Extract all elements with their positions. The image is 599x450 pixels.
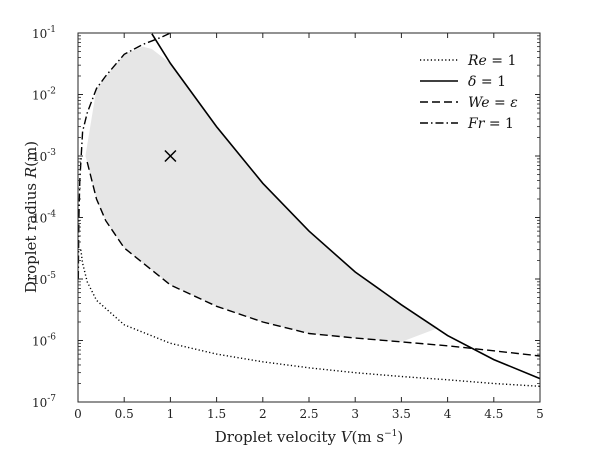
x-tick-label: 3 — [351, 407, 359, 421]
legend-label: δ = 1 — [468, 74, 506, 90]
marker-layer — [164, 149, 177, 163]
x-tick-label: 4 — [444, 407, 452, 421]
x-tick-label: 2 — [259, 407, 267, 421]
series-line-dashed — [86, 161, 540, 357]
x-tick-label: 2.5 — [299, 407, 318, 421]
y-tick-label: 10-6 — [32, 333, 56, 349]
legend-label: Re = 1 — [467, 53, 516, 69]
x-tick-label: 4.5 — [484, 407, 503, 421]
y-tick-label: 10-7 — [32, 394, 56, 410]
legend: Re = 1 δ = 1 We = ε Fr = 1 — [420, 53, 518, 132]
marker-x — [164, 149, 177, 163]
y-tick-label: 10-1 — [32, 25, 56, 41]
legend-entry: Fr = 1 — [420, 116, 514, 132]
x-tick-label: 3.5 — [392, 407, 411, 421]
legend-entry: We = ε — [420, 95, 518, 111]
x-axis-label: Droplet velocity V(m s−1) — [215, 428, 403, 446]
x-tick-label: 1 — [167, 407, 175, 421]
x-tick-label: 0.5 — [115, 407, 134, 421]
legend-label: We = ε — [468, 95, 518, 111]
y-axis-label: Droplet radius R(m) — [22, 141, 40, 293]
x-tick-label: 0 — [74, 407, 82, 421]
y-tick-label: 10-2 — [32, 87, 56, 103]
legend-label: Fr = 1 — [467, 116, 514, 132]
series-line-dotted — [80, 249, 540, 387]
legend-entry: δ = 1 — [420, 74, 506, 90]
x-tick-label: 1.5 — [207, 407, 226, 421]
legend-entry: Re = 1 — [420, 53, 516, 69]
series-layer — [78, 33, 540, 387]
x-tick-label: 5 — [536, 407, 544, 421]
